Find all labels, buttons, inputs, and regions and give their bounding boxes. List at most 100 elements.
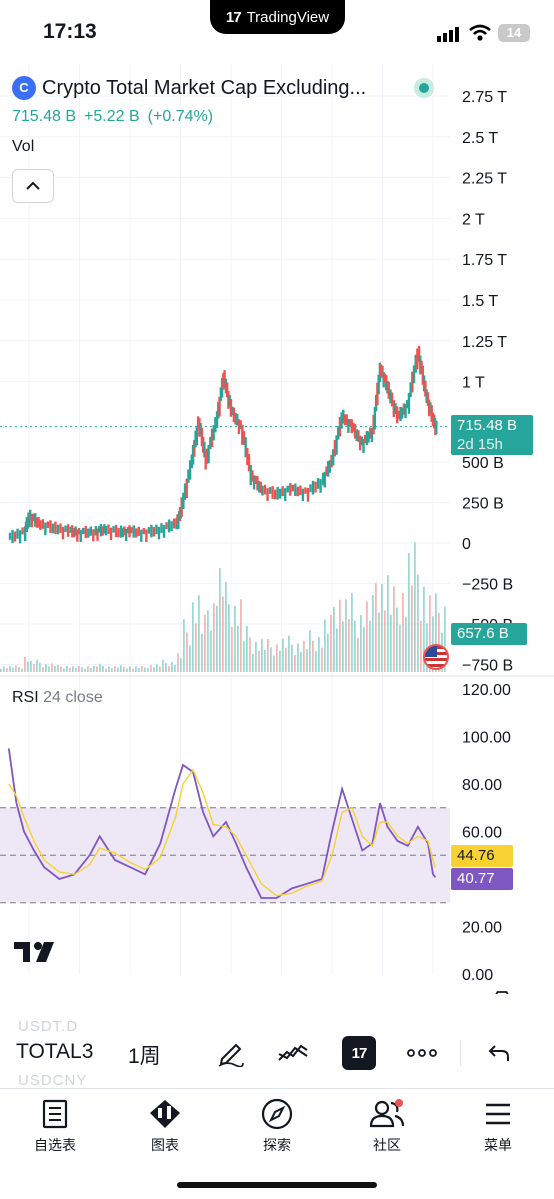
price-candle (278, 488, 282, 499)
price-candle (363, 434, 367, 444)
volume-bar (96, 666, 98, 672)
us-flag-icon[interactable] (423, 644, 449, 670)
rsi-ma-tag: 44.76 (451, 845, 513, 867)
tradingview-pill: 17 TradingView (210, 0, 345, 34)
volume-bar (399, 624, 401, 672)
price-axis-label: 0 (462, 536, 471, 553)
price-candle (429, 402, 432, 414)
tab-menu[interactable]: 菜单 (458, 1097, 538, 1155)
tab-community[interactable]: 社区 (347, 1097, 427, 1155)
volume-bar (183, 619, 185, 672)
volume-bar (417, 574, 419, 672)
time-axis-label: 2020 (112, 993, 148, 994)
price-candle (289, 483, 292, 496)
volume-bar (207, 610, 209, 672)
volume-bar (282, 638, 284, 672)
tradingview-menu-button[interactable]: 17 (342, 1036, 376, 1070)
price-candle (430, 405, 433, 422)
rsi-legend[interactable]: RSI 24 close (12, 689, 103, 707)
price-candle (404, 403, 407, 419)
price-candle (309, 484, 312, 493)
price-candle (190, 454, 193, 469)
price-candle (424, 380, 427, 397)
tab-chart[interactable]: 图表 (125, 1097, 205, 1155)
price-candle (369, 427, 372, 439)
volume-bar (405, 616, 407, 672)
rsi-axis-label: 20.00 (462, 920, 502, 937)
price-candle (200, 427, 204, 447)
volume-legend[interactable]: Vol (12, 138, 35, 155)
price-candle (35, 517, 39, 528)
price-candle (228, 395, 231, 407)
price-candle (183, 483, 187, 500)
collapse-legend-button[interactable] (12, 169, 54, 203)
price-candle (401, 407, 404, 419)
volume-bar (234, 606, 236, 672)
price-candle (101, 526, 104, 536)
tab-explore[interactable]: 探索 (237, 1097, 317, 1155)
price-candle (165, 522, 168, 530)
price-candle (204, 450, 207, 470)
price-candle (29, 509, 32, 521)
price-candle (358, 435, 362, 451)
price-candle (254, 475, 257, 484)
price-candle (87, 528, 90, 538)
price-candle (162, 524, 166, 538)
price-candle (343, 414, 347, 426)
price-candle (249, 464, 252, 485)
more-options-button[interactable] (405, 1036, 439, 1070)
tab-watchlist[interactable]: 自选表 (15, 1097, 95, 1155)
volume-bar (213, 603, 215, 672)
rsi-name: RSI (12, 689, 39, 706)
market-status-icon[interactable] (414, 78, 434, 98)
tradingview-watermark-icon[interactable] (14, 940, 58, 964)
price-candle (223, 370, 226, 388)
volume-bar (273, 655, 275, 672)
chart-canvas[interactable]: 2.75 T 2.5 T 2.25 T 2 T 1.75 T 1.5 T 1.25 T 1 T… (0, 64, 554, 994)
price-candle (431, 412, 435, 427)
interval-button[interactable]: 1周 (128, 1045, 161, 1068)
volume-bar (312, 640, 314, 672)
price-candle (41, 519, 45, 529)
price-axis-label: 250 B (462, 496, 504, 513)
price-candle (182, 492, 185, 510)
price-candle (172, 518, 176, 529)
volume-bar (30, 660, 32, 672)
price-candle (39, 520, 42, 530)
volume-bar (6, 668, 8, 672)
volume-bar (0, 668, 2, 672)
volume-bar (300, 652, 302, 672)
price-candle (46, 521, 50, 529)
undo-button[interactable] (482, 1036, 516, 1070)
price-candle (328, 460, 332, 473)
price-candle (170, 521, 173, 532)
price-candle (61, 526, 65, 540)
volume-bar (255, 641, 257, 672)
symbol-legend[interactable]: C Crypto Total Market Cap Excluding... (12, 76, 366, 100)
time-axis-label: 2022 (213, 993, 249, 994)
volume-bar (258, 650, 260, 672)
bar-countdown: 2d 15h (457, 436, 503, 453)
volume-bar (297, 643, 299, 672)
settings-icon (495, 991, 509, 994)
price-candle (325, 466, 328, 477)
price-candle (373, 407, 377, 430)
indicators-button[interactable] (276, 1036, 310, 1070)
price-candle (332, 449, 335, 466)
volume-bar (75, 667, 77, 672)
drawing-tool-button[interactable] (214, 1036, 248, 1070)
price-candle (421, 365, 425, 385)
price-candle (195, 425, 199, 446)
volume-bar (78, 665, 80, 672)
price-candle (13, 531, 17, 542)
price-candle (212, 425, 215, 441)
volume-bar (348, 619, 350, 672)
price-candle (16, 528, 19, 539)
volume-bar (165, 662, 167, 672)
price-candle (44, 522, 47, 536)
volume-bar (84, 668, 86, 672)
volume-bar (156, 664, 158, 672)
price-candle (340, 412, 343, 429)
volume-bar (333, 606, 335, 672)
symbol-button[interactable]: TOTAL3 (16, 1040, 94, 1063)
